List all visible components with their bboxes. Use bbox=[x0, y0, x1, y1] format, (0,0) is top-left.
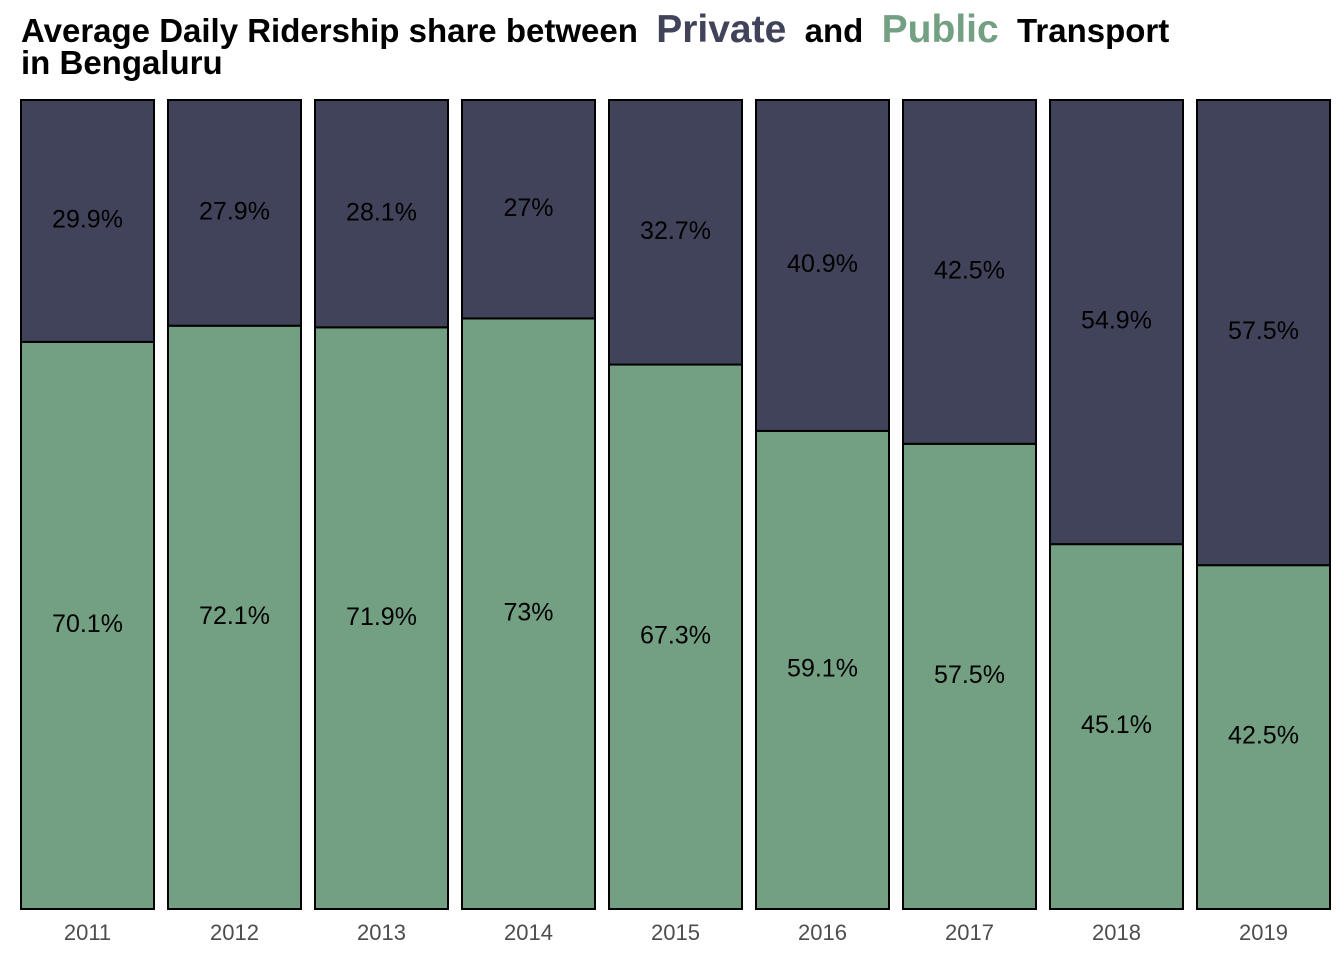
label-public-2017: 57.5% bbox=[934, 661, 1005, 689]
bar-private-2017 bbox=[902, 99, 1037, 445]
label-public-2018: 45.1% bbox=[1081, 711, 1152, 739]
x-tick-2019: 2019 bbox=[1239, 920, 1288, 945]
chart-title-line-1: Average Daily Ridership share between Pr… bbox=[21, 10, 1321, 49]
label-private-2011: 29.9% bbox=[52, 206, 123, 234]
bar-public-2015 bbox=[608, 363, 743, 910]
label-public-2016: 59.1% bbox=[787, 655, 858, 683]
bar-public-2013 bbox=[314, 326, 449, 911]
label-public-2011: 70.1% bbox=[52, 610, 123, 638]
label-public-2013: 71.9% bbox=[346, 603, 417, 631]
bar-private-2011 bbox=[20, 99, 155, 343]
x-tick-2012: 2012 bbox=[210, 920, 259, 945]
chart-title: Average Daily Ridership share between Pr… bbox=[21, 10, 1321, 81]
title-prefix: Average Daily Ridership share between bbox=[21, 12, 638, 49]
bar-public-2019 bbox=[1196, 564, 1331, 910]
label-private-2012: 27.9% bbox=[199, 197, 270, 225]
x-tick-2014: 2014 bbox=[504, 920, 553, 945]
label-private-2016: 40.9% bbox=[787, 250, 858, 278]
title-public-word: Public bbox=[881, 8, 999, 51]
x-tick-2016: 2016 bbox=[798, 920, 847, 945]
label-private-2015: 32.7% bbox=[640, 217, 711, 245]
bar-public-2014 bbox=[461, 317, 596, 910]
label-public-2019: 42.5% bbox=[1228, 722, 1299, 750]
bar-private-2015 bbox=[608, 99, 743, 366]
label-public-2012: 72.1% bbox=[199, 602, 270, 630]
x-tick-2011: 2011 bbox=[64, 920, 111, 945]
x-axis-ticks: 2011 2012 2013 2014 2015 2016 2017 2018 2019 bbox=[64, 920, 1288, 945]
bars-layer bbox=[20, 99, 1331, 911]
bar-public-2018 bbox=[1049, 543, 1184, 910]
bar-private-2012 bbox=[167, 99, 302, 327]
label-private-2013: 28.1% bbox=[346, 198, 417, 226]
label-private-2019: 57.5% bbox=[1228, 317, 1299, 345]
bar-public-2016 bbox=[755, 429, 890, 910]
bar-private-2016 bbox=[755, 99, 890, 432]
x-tick-2015: 2015 bbox=[651, 920, 700, 945]
label-private-2014: 27% bbox=[503, 194, 553, 222]
bar-labels-layer: 70.1% 29.9% 72.1% 27.9% 71.9% 28.1% 73% 27% 67.3… bbox=[52, 194, 1299, 750]
label-public-2015: 67.3% bbox=[640, 621, 711, 649]
title-line-2: in Bengaluru bbox=[21, 44, 223, 81]
x-tick-2018: 2018 bbox=[1092, 920, 1141, 945]
label-private-2017: 42.5% bbox=[934, 257, 1005, 285]
title-suffix: Transport bbox=[1017, 12, 1170, 49]
x-tick-2017: 2017 bbox=[945, 920, 994, 945]
x-tick-2013: 2013 bbox=[357, 920, 406, 945]
label-private-2018: 54.9% bbox=[1081, 307, 1152, 335]
title-and-word: and bbox=[804, 12, 864, 49]
bar-private-2018 bbox=[1049, 99, 1184, 546]
bar-private-2014 bbox=[461, 99, 596, 320]
title-private-word: Private bbox=[656, 8, 787, 51]
bar-private-2013 bbox=[314, 99, 449, 329]
label-public-2014: 73% bbox=[503, 598, 553, 626]
bar-private-2019 bbox=[1196, 99, 1331, 567]
bar-public-2017 bbox=[902, 442, 1037, 910]
